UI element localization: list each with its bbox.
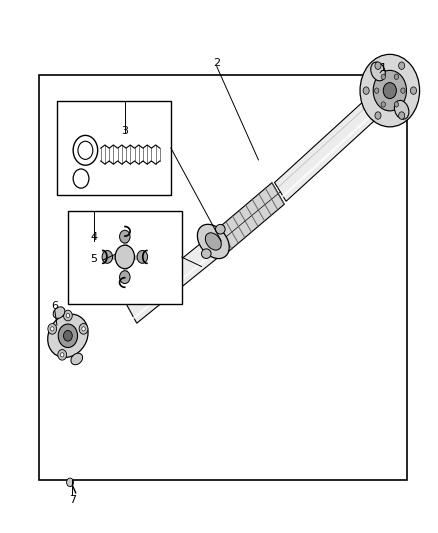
Ellipse shape [71, 353, 83, 365]
Circle shape [50, 327, 54, 331]
Circle shape [137, 251, 148, 263]
Circle shape [120, 230, 130, 243]
Circle shape [58, 350, 67, 360]
Ellipse shape [198, 224, 229, 259]
Text: 6: 6 [51, 302, 58, 311]
Circle shape [120, 271, 130, 284]
Ellipse shape [394, 100, 409, 119]
Circle shape [375, 112, 381, 119]
Circle shape [82, 327, 85, 331]
Circle shape [67, 478, 74, 487]
Circle shape [363, 87, 369, 94]
Bar [68, 211, 182, 304]
Circle shape [64, 330, 72, 341]
Circle shape [64, 310, 72, 321]
Bar [39, 75, 407, 480]
Polygon shape [126, 237, 220, 323]
Circle shape [102, 251, 113, 263]
Ellipse shape [371, 62, 385, 81]
Circle shape [399, 112, 405, 119]
Circle shape [375, 62, 381, 69]
Circle shape [374, 88, 379, 93]
Circle shape [79, 324, 88, 334]
Circle shape [381, 74, 385, 79]
Circle shape [394, 74, 399, 79]
Text: 1: 1 [380, 63, 387, 73]
Circle shape [60, 353, 64, 357]
Polygon shape [213, 183, 284, 254]
Circle shape [373, 70, 406, 111]
Circle shape [394, 102, 399, 107]
Circle shape [410, 87, 417, 94]
Polygon shape [275, 102, 374, 201]
Circle shape [48, 324, 57, 334]
Circle shape [381, 102, 385, 107]
Circle shape [399, 62, 405, 69]
Text: 3: 3 [121, 126, 128, 135]
Circle shape [401, 88, 405, 93]
Text: 4: 4 [91, 232, 98, 242]
Bar [57, 101, 171, 195]
Ellipse shape [201, 249, 211, 259]
Circle shape [360, 54, 420, 127]
Ellipse shape [205, 233, 221, 250]
Circle shape [58, 324, 78, 348]
Circle shape [66, 313, 70, 318]
Text: 2: 2 [213, 58, 220, 68]
Circle shape [383, 83, 396, 99]
Circle shape [374, 71, 382, 82]
Ellipse shape [53, 307, 65, 318]
Ellipse shape [48, 314, 88, 358]
Text: 7: 7 [69, 495, 76, 505]
Circle shape [115, 245, 134, 269]
Text: 5: 5 [91, 254, 98, 263]
Ellipse shape [215, 224, 225, 234]
